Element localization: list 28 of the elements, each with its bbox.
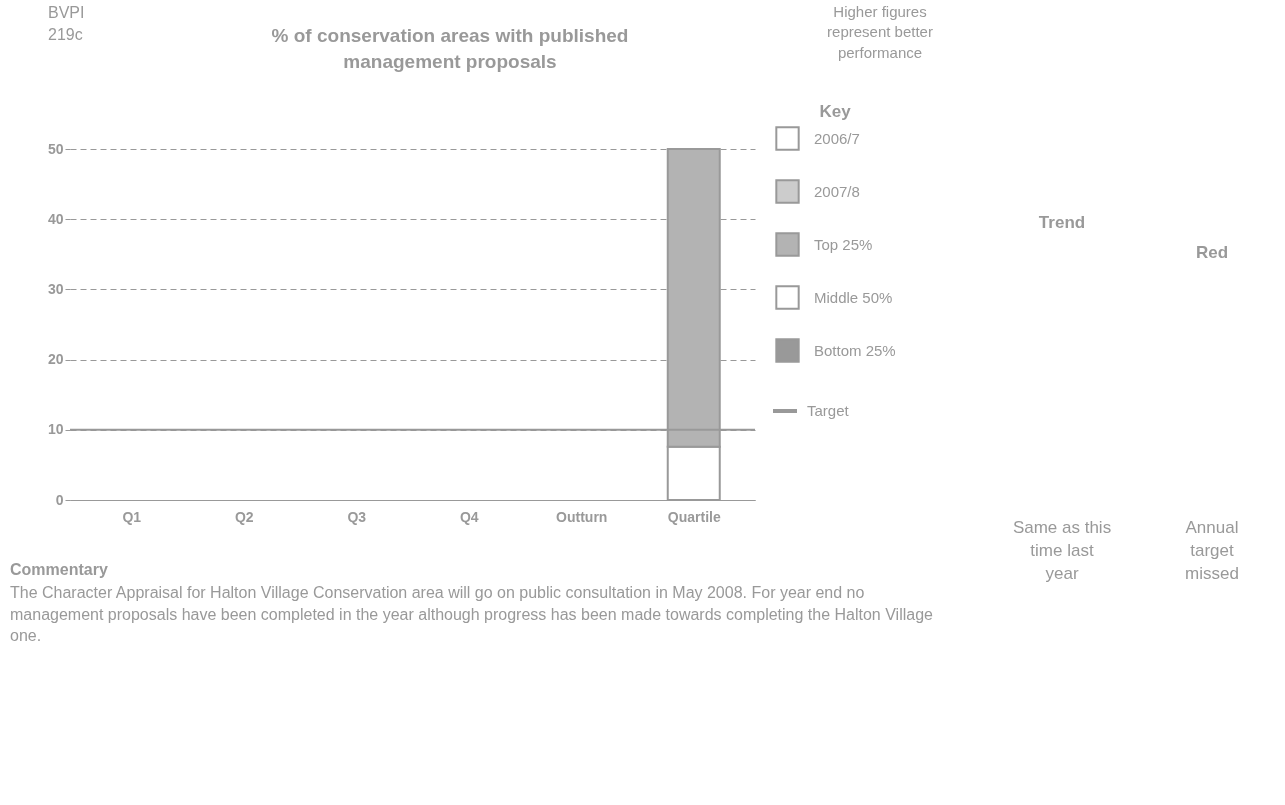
text: The Character Appraisal for Halton Village Conservation area will go on public consultation in May 2008. For year end no management proposals have been completed in the year although progress has been made towards completing the Halton Village one. [10,584,934,645]
x-tick-label: Q1 [122,508,142,525]
x-tick-label: Q4 [459,508,479,525]
chart-title: % of conservation areas with published management proposals [271,25,629,72]
x-tick-label: Outturn [556,508,608,525]
text: Trend [1038,213,1086,232]
legend-label: Target [807,402,850,419]
legend-label: Middle 50% [814,288,893,306]
x-tick-label: Q3 [347,508,367,525]
y-tick-label: 40 [47,210,64,227]
legend-label: Bottom 25% [814,341,896,359]
legend-title: Key [819,102,852,121]
y-tick-label: 20 [47,351,64,368]
text: BVPI 219c [48,4,85,43]
y-tick-label: 50 [47,140,64,157]
text: Commentary [10,561,108,578]
text: Same as this time last year [1012,518,1112,583]
text: Higher figures represent better performance [827,3,933,61]
text: Annual target missed [1185,518,1239,583]
x-tick-label: Q2 [234,508,254,525]
legend-label: 2007/8 [814,182,860,200]
legend-label: 2006/7 [814,129,860,147]
text: Red [1195,243,1229,262]
y-tick-label: 10 [47,421,64,438]
y-tick-label: 0 [55,491,64,508]
legend-label: Top 25% [814,235,873,253]
y-tick-label: 30 [47,280,64,297]
x-tick-label: Quartile [667,508,721,525]
